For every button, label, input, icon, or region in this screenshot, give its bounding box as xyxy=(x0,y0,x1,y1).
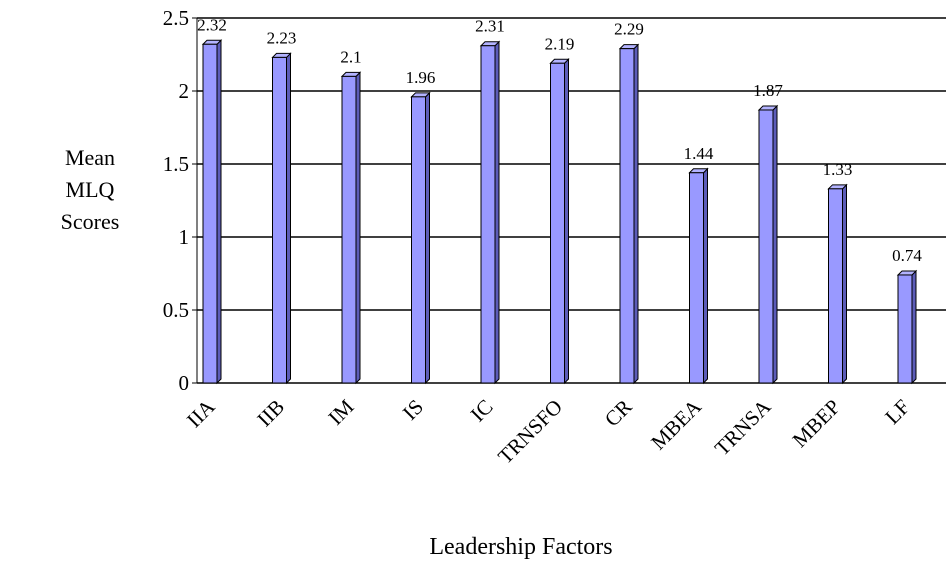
bar xyxy=(480,45,496,384)
data-label: 2.32 xyxy=(197,15,227,34)
bar-top xyxy=(688,168,709,174)
data-label: 1.96 xyxy=(406,68,436,87)
bar xyxy=(828,188,843,384)
data-label: 1.44 xyxy=(684,144,714,163)
data-label: 2.31 xyxy=(475,17,505,36)
x-tick-label: IC xyxy=(466,395,498,427)
bar-top xyxy=(618,44,640,50)
x-axis-title: Leadership Factors xyxy=(429,534,612,560)
x-tick-label: LF xyxy=(880,395,914,429)
bar xyxy=(411,96,426,384)
bar-side xyxy=(216,39,222,385)
bar-top xyxy=(271,52,292,58)
y-tick-label: 0.5 xyxy=(163,298,189,322)
y-tick-label: 0 xyxy=(179,371,190,395)
data-label: 0.74 xyxy=(892,246,922,265)
bar-side xyxy=(355,71,361,385)
y-tick-label: 2 xyxy=(179,79,190,103)
x-tick-label: MBEA xyxy=(646,394,706,454)
bar-top xyxy=(896,270,918,276)
bar-side xyxy=(772,104,778,385)
bar-top xyxy=(827,184,848,190)
bar-top xyxy=(479,41,501,47)
x-tick-label: IIB xyxy=(252,395,289,432)
x-tick-label: IS xyxy=(398,395,428,425)
bar-side xyxy=(842,183,847,385)
bar xyxy=(619,48,635,384)
y-tick-label: 1 xyxy=(179,225,190,249)
data-label: 1.87 xyxy=(753,81,783,100)
data-label: 2.29 xyxy=(614,20,644,39)
data-label: 1.33 xyxy=(823,160,853,179)
bar xyxy=(689,172,704,384)
x-tick-label: TRNSA xyxy=(710,394,776,460)
bar-side xyxy=(425,91,430,385)
y-tick-label: 2.5 xyxy=(163,6,189,30)
bar-side xyxy=(494,40,500,385)
x-tick-label: IM xyxy=(323,394,358,429)
x-tick-label: MBEP xyxy=(788,395,845,452)
data-label: 2.19 xyxy=(545,34,575,53)
bar-top xyxy=(410,92,431,98)
bar xyxy=(272,56,287,384)
bar xyxy=(758,109,774,384)
bar xyxy=(341,75,357,384)
data-label: 2.23 xyxy=(267,28,297,47)
x-tick-label: CR xyxy=(600,395,637,432)
bar-side xyxy=(703,167,708,385)
bar-side xyxy=(286,52,291,385)
y-axis-title: Mean MLQ Scores xyxy=(60,145,120,234)
bar xyxy=(202,43,218,384)
bar-side xyxy=(911,269,917,385)
bar-top xyxy=(549,58,570,64)
bar-side xyxy=(633,43,639,385)
y-tick-label: 1.5 xyxy=(163,152,189,176)
bar-top xyxy=(757,105,779,111)
bar xyxy=(897,274,913,384)
x-tick-label: TRNSFO xyxy=(493,395,567,469)
x-tick-label: IIA xyxy=(182,394,220,432)
bar-top xyxy=(201,39,223,45)
bar-side xyxy=(564,58,569,385)
data-label: 2.1 xyxy=(340,47,361,66)
bar xyxy=(550,62,565,384)
bar-top xyxy=(340,71,362,77)
